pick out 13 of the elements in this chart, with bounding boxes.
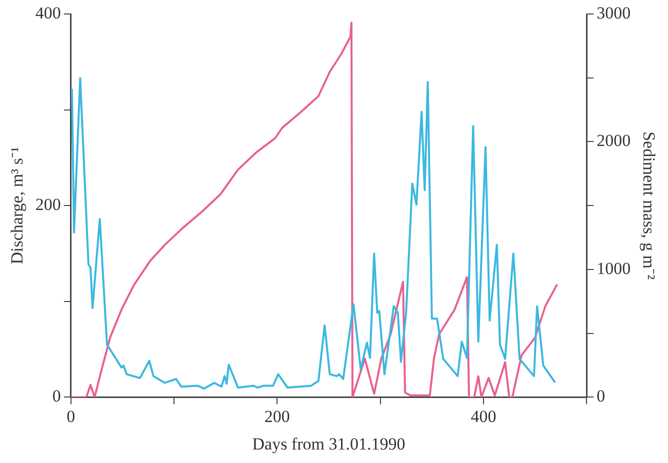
y-tick-label: 200 [35, 195, 61, 214]
y2-tick-label: 1000 [596, 258, 631, 278]
y2-tick-label: 3000 [596, 3, 631, 22]
x-tick-label: 0 [66, 406, 76, 426]
y-tick-label: 400 [35, 3, 61, 22]
y-axis-title: Discharge, m³ s⁻¹ [8, 146, 27, 264]
x-tick-label: 400 [470, 406, 496, 426]
y2-axis-title: Sediment mass, g m⁻² [639, 132, 658, 280]
x-tick-label: 200 [264, 406, 290, 426]
y-tick-label: 0 [52, 386, 61, 406]
y2-tick-label: 0 [596, 386, 606, 406]
y2-tick-label: 2000 [596, 131, 631, 150]
x-axis-title: Days from 31.01.1990 [252, 434, 406, 454]
